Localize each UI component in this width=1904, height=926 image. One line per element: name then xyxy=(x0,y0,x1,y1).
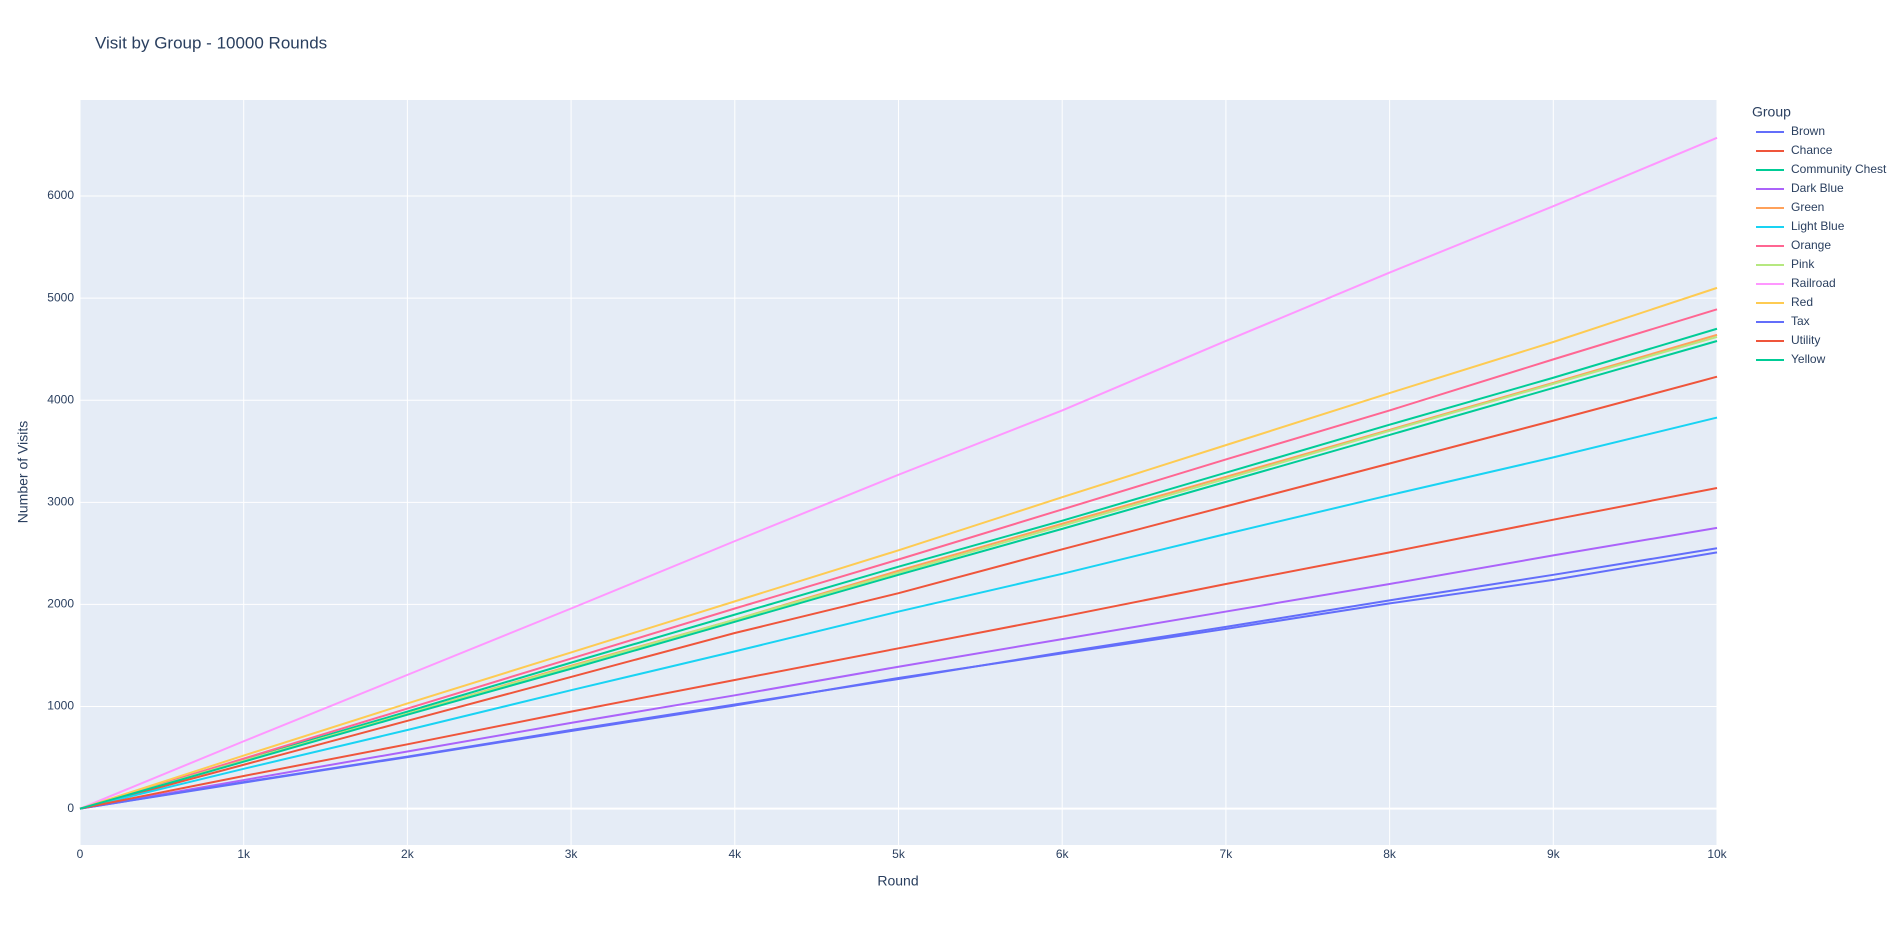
series-line xyxy=(79,308,1718,810)
legend-label: Tax xyxy=(1791,314,1810,328)
series-line xyxy=(79,340,1718,810)
legend-label: Light Blue xyxy=(1791,219,1845,233)
y-tick-label: 2000 xyxy=(47,597,74,611)
y-tick-label: 6000 xyxy=(47,188,74,202)
legend-label: Orange xyxy=(1791,238,1831,252)
y-axis-title: Number of Visits xyxy=(15,421,31,523)
series-line xyxy=(79,136,1718,810)
x-tick-label: 7k xyxy=(1220,847,1234,861)
series-line xyxy=(79,286,1718,810)
legend-label: Dark Blue xyxy=(1791,181,1844,195)
x-tick-label: 9k xyxy=(1547,847,1561,861)
y-tick-label: 1000 xyxy=(47,699,74,713)
series-line xyxy=(79,416,1718,810)
x-tick-label: 10k xyxy=(1707,847,1727,861)
chart-title: Visit by Group - 10000 Rounds xyxy=(95,33,327,52)
x-tick-label: 6k xyxy=(1056,847,1070,861)
legend-label: Pink xyxy=(1791,257,1815,271)
series-line xyxy=(79,526,1718,810)
x-tick-label: 3k xyxy=(565,847,579,861)
legend-title: Group xyxy=(1752,104,1791,120)
x-tick-label: 4k xyxy=(728,847,742,861)
series-line xyxy=(79,547,1718,810)
series-line xyxy=(79,487,1718,810)
series-line xyxy=(79,327,1718,810)
x-tick-label: 5k xyxy=(892,847,906,861)
legend-label: Green xyxy=(1791,200,1824,214)
series-line xyxy=(79,375,1718,810)
legend-label: Red xyxy=(1791,295,1813,309)
y-tick-label: 4000 xyxy=(47,392,74,406)
legend-label: Chance xyxy=(1791,143,1833,157)
x-tick-label: 0 xyxy=(77,847,84,861)
x-tick-label: 2k xyxy=(401,847,415,861)
legend-label: Yellow xyxy=(1791,352,1826,366)
legend-label: Community Chest xyxy=(1791,162,1887,176)
y-tick-label: 3000 xyxy=(47,494,74,508)
legend-label: Railroad xyxy=(1791,276,1836,290)
x-tick-label: 8k xyxy=(1383,847,1397,861)
legend-label: Brown xyxy=(1791,124,1825,138)
legend-label: Utility xyxy=(1791,333,1820,347)
x-tick-label: 1k xyxy=(237,847,251,861)
y-tick-label: 0 xyxy=(67,801,74,815)
x-axis-title: Round xyxy=(877,873,918,889)
y-tick-label: 5000 xyxy=(47,290,74,304)
